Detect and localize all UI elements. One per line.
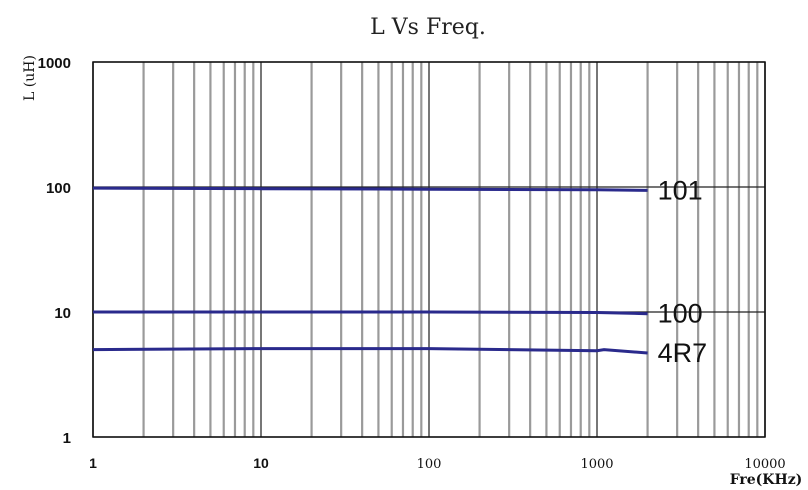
- series-line: [93, 310, 648, 316]
- y-tick-label: 10: [54, 305, 71, 322]
- series-label: 101: [658, 175, 703, 205]
- y-tick-label: 100: [46, 180, 71, 197]
- x-tick-label: 1: [89, 455, 97, 471]
- x-axis-label: Fre(KHz): [730, 472, 803, 488]
- series-label: 100: [658, 299, 703, 329]
- y-tick-label: 1: [63, 430, 71, 447]
- series-line: [92, 347, 648, 355]
- series-line: [92, 186, 648, 192]
- plot-frame: [92, 61, 766, 438]
- chart-title: L Vs Freq.: [370, 15, 486, 40]
- y-axis-label: L (uH): [22, 55, 38, 101]
- x-tick-label: 10: [253, 455, 269, 471]
- x-tick-label: 1000: [580, 457, 613, 472]
- tick-labels: 1 10 100 1000 1 10 100 1000 10000: [38, 55, 786, 472]
- x-tick-label: 100: [417, 457, 442, 472]
- x-tick-label: 10000: [744, 457, 785, 472]
- y-tick-label: 1000: [38, 55, 71, 72]
- series-lines: 101 100 4R7: [92, 175, 708, 368]
- grid-lines: [92, 61, 766, 438]
- series-label: 4R7: [658, 338, 708, 368]
